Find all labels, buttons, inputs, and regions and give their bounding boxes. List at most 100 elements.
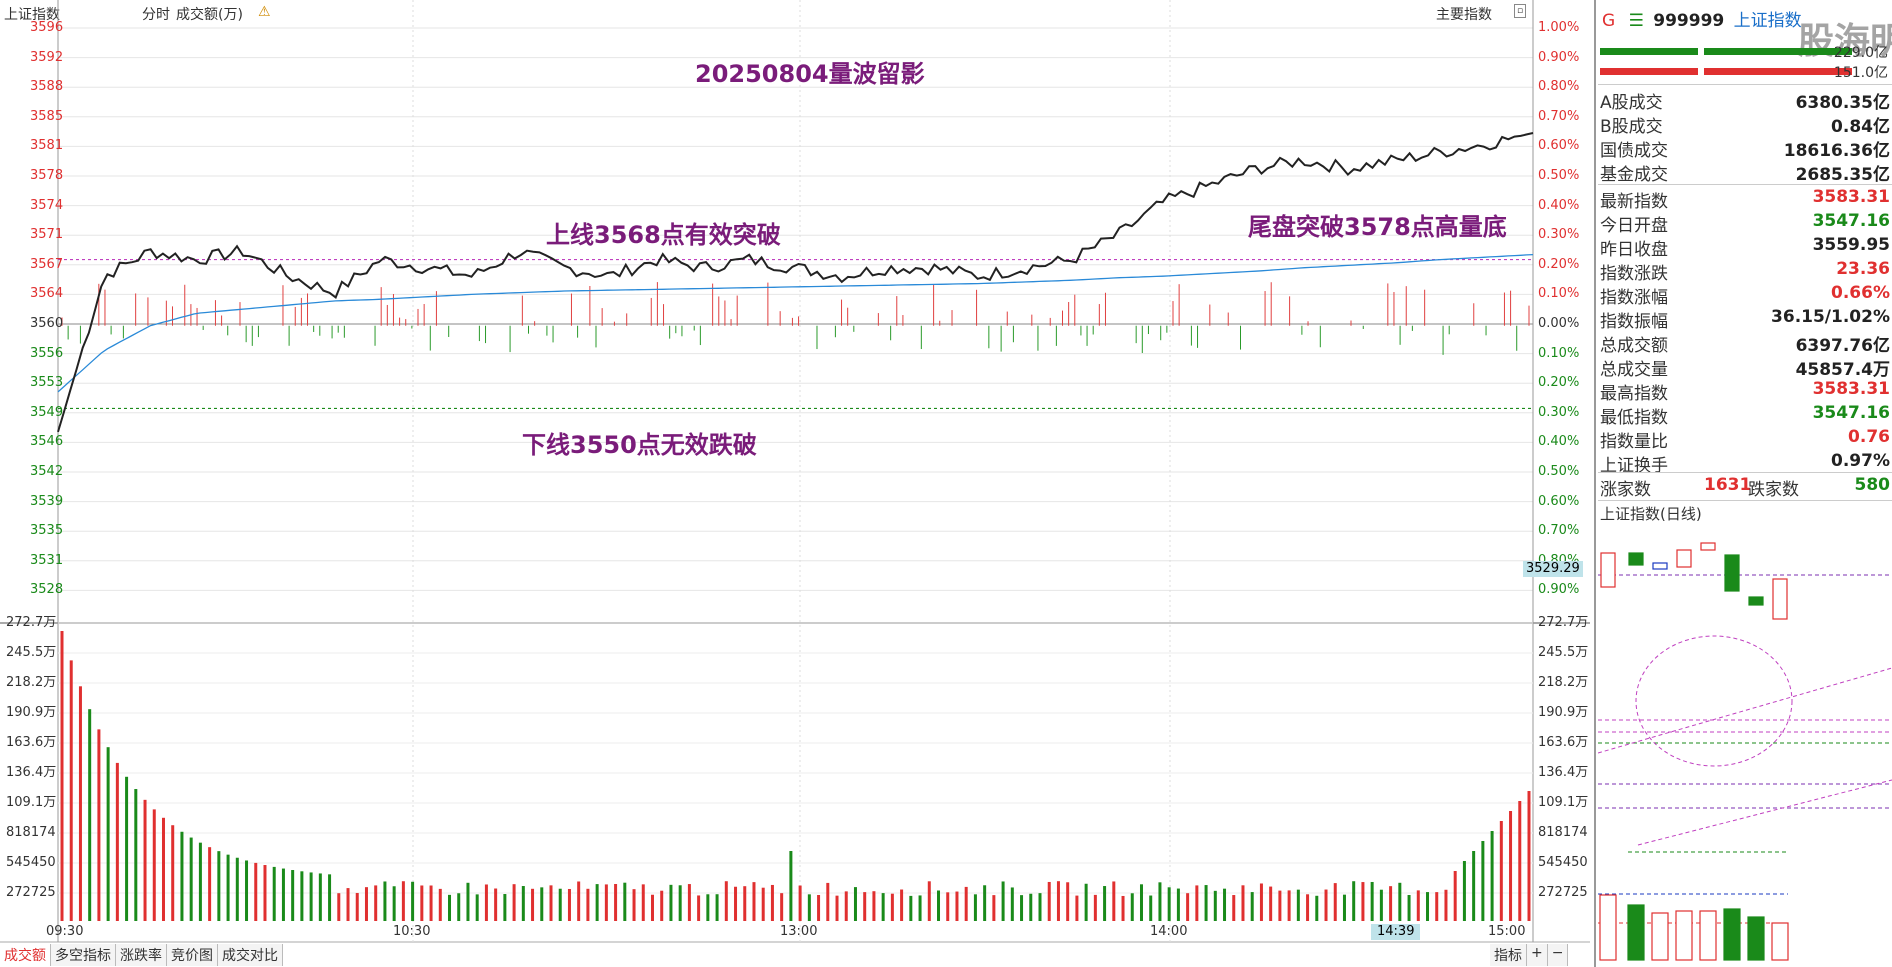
volume-bar (835, 895, 839, 921)
volume-bar (521, 886, 525, 921)
volume-bar (1232, 895, 1236, 921)
indicator-button[interactable]: 指标 (1490, 944, 1527, 966)
volume-tick-label: 245.5万 (1538, 645, 1589, 660)
volume-bar (983, 885, 987, 921)
pct-tick-label: 0.60% (1538, 138, 1580, 154)
volume-bar (1084, 883, 1088, 921)
quote-stat-value: 45857.4万 (1795, 360, 1890, 380)
price-tick-label: 3549 (30, 404, 64, 420)
volume-bar (632, 889, 636, 921)
volume-bar (383, 881, 387, 921)
quote-stat-row: 指数涨幅 0.66% (1600, 283, 1890, 308)
volume-bar (567, 888, 571, 921)
daily-candle (1652, 562, 1668, 570)
volume-tick-label: 218.2万 (1538, 675, 1589, 690)
volume-bar (863, 892, 867, 921)
volume-tick-label: 136.4万 (6, 765, 57, 780)
tab-long-short[interactable]: 多空指标 (51, 944, 116, 966)
volume-bar (300, 871, 304, 921)
volume-bar (614, 884, 618, 921)
volume-bar (364, 887, 368, 921)
pct-tick-label: 0.70% (1538, 108, 1580, 124)
buy-strength-bar-b (1704, 48, 1852, 55)
fall-count: 580 (1854, 475, 1891, 495)
daily-volume-bar (1699, 910, 1717, 961)
turnover-stat-row: 基金成交 2685.35亿 (1600, 160, 1890, 185)
buy-strength-bar-a (1600, 48, 1698, 55)
main-indicator-button[interactable]: 主要指数 (1436, 7, 1492, 23)
volume-bar (226, 854, 230, 921)
index-code: 999999 (1653, 11, 1725, 31)
volume-bar (650, 894, 654, 921)
intraday-chart-panel: 上证指数 分时 成交额(万) ⚠ 主要指数 ▫ 3596 3592 3588 3585… (0, 0, 1590, 966)
price-tick-label: 3546 (30, 434, 64, 450)
zoom-in-button[interactable]: + (1527, 944, 1548, 966)
quote-stat-value: 0.97% (1831, 451, 1890, 471)
zoom-out-button[interactable]: − (1547, 944, 1569, 966)
index-name[interactable]: 上证指数 (1733, 11, 1802, 31)
volume-bar (1066, 882, 1070, 921)
volume-bar (254, 862, 258, 921)
pct-tick-label: 0.90% (1538, 49, 1580, 65)
annotation-upper-line: 上线3568点有效突破 (546, 221, 781, 249)
turnover-stat-value: 0.84亿 (1831, 117, 1890, 137)
volume-bar (1333, 883, 1337, 921)
volume-bar (715, 894, 719, 921)
quote-stat-label: 指数涨幅 (1600, 288, 1668, 308)
rise-count: 1631 (1704, 475, 1752, 495)
quote-stat-label: 指数振幅 (1600, 312, 1668, 332)
price-tick-label: 3574 (30, 197, 64, 213)
volume-bar (1158, 882, 1162, 921)
volume-tick-label: 272.7万 (6, 615, 57, 630)
quote-stat-row: 总成交额 6397.76亿 (1600, 331, 1890, 356)
volume-bar (973, 894, 977, 921)
volume-bar (272, 866, 276, 921)
panel-divider[interactable] (1594, 0, 1596, 967)
volume-bar (1509, 811, 1513, 921)
volume-tick-label: 190.9万 (6, 705, 57, 720)
volume-bar (1278, 890, 1282, 921)
volume-bar (789, 851, 793, 921)
turnover-stat-row: A股成交 6380.35亿 (1600, 88, 1890, 113)
volume-bar (549, 885, 553, 921)
volume-bar (1342, 894, 1346, 921)
volume-bar (457, 893, 461, 921)
volume-bar (678, 885, 682, 921)
pct-tick-label: 0.60% (1538, 493, 1580, 509)
tab-volume-compare[interactable]: 成交对比 (218, 944, 283, 966)
daily-trend-2 (1637, 779, 1892, 846)
quote-stat-row: 今日开盘 3547.16 (1600, 211, 1890, 236)
volume-tick-label: 109.1万 (1538, 795, 1589, 810)
time-tick-label: 15:00 (1488, 924, 1526, 939)
quote-stat-value: 3583.31 (1812, 379, 1890, 399)
quote-stat-row: 指数量比 0.76 (1600, 427, 1890, 452)
volume-bar (494, 888, 498, 921)
volume-bar (309, 872, 313, 921)
tab-volume[interactable]: 成交额(万) (176, 7, 243, 23)
tab-timeshare[interactable]: 分时 (142, 7, 170, 23)
quote-stat-label: 昨日收盘 (1600, 240, 1668, 260)
volume-bar (208, 847, 212, 921)
bell-icon[interactable]: ⚠ (258, 4, 271, 20)
volume-bar (1352, 881, 1356, 921)
volume-tick-label: 190.9万 (1538, 705, 1589, 720)
volume-bar (281, 868, 285, 921)
volume-bar (88, 709, 92, 921)
volume-tick-label: 163.6万 (1538, 735, 1589, 750)
volume-bar (1444, 889, 1448, 921)
tab-auction[interactable]: 竞价图 (167, 944, 218, 966)
volume-bar (604, 884, 608, 921)
quote-stat-row: 上证换手 0.97% (1600, 451, 1890, 476)
tab-rise-fall-rate[interactable]: 涨跌率 (116, 944, 167, 966)
volume-bar (669, 884, 673, 921)
rise-label: 涨家数 (1600, 480, 1651, 500)
volume-bar (946, 892, 950, 921)
volume-bar (1389, 886, 1393, 921)
pct-tick-label: 0.00% (1538, 316, 1580, 331)
menu-icon[interactable]: ☰ (1628, 11, 1644, 31)
window-toggle-icon[interactable]: ▫ (1514, 4, 1526, 18)
price-cursor-label: 3529.29 (1523, 561, 1583, 577)
volume-bar (780, 893, 784, 921)
quote-stat-value: 3547.16 (1812, 211, 1890, 231)
tab-turnover[interactable]: 成交额 (0, 944, 51, 966)
